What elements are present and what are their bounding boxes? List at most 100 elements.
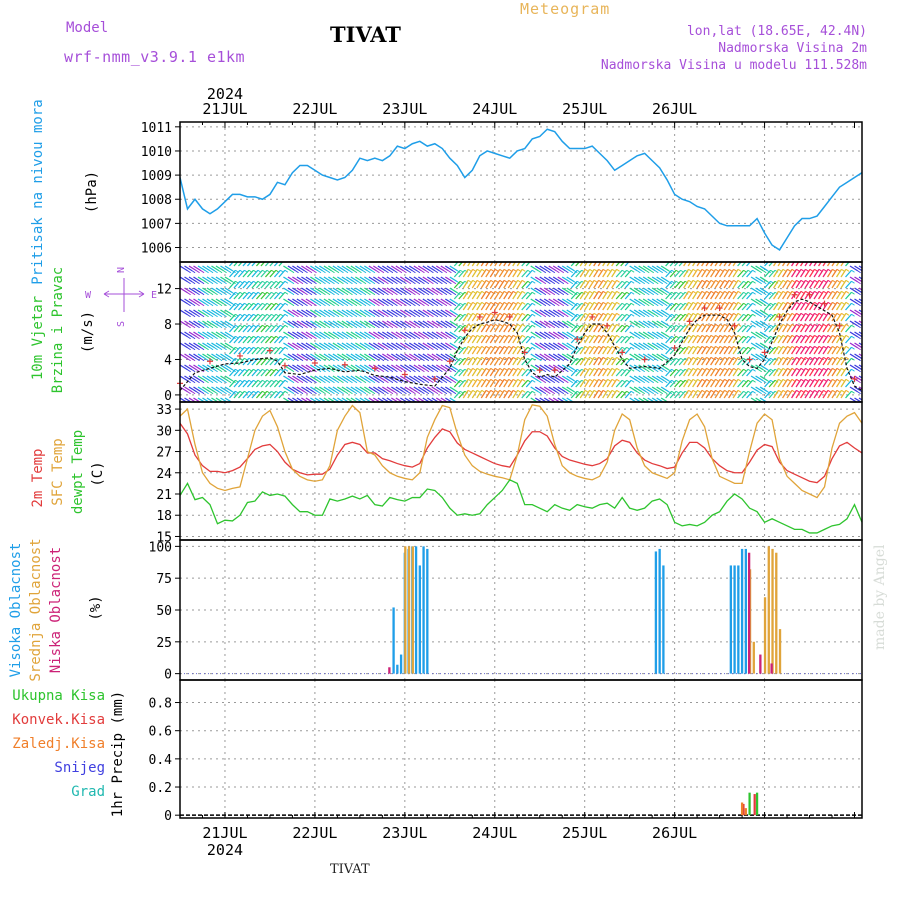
wind-barb-tick [335,325,340,329]
wind-barb-tick [299,303,304,307]
wind-barb [584,356,591,366]
wind-barb [467,367,474,377]
wind-barb [278,346,286,355]
wind-barb [377,265,386,272]
wind-barb-tick [796,367,800,371]
wind-barb [629,298,638,305]
wind-barb-tick [439,292,443,296]
wind-barb [328,331,337,338]
wind-barb-tick [425,336,430,340]
wind-barb-tick [758,391,762,395]
wind-barb-tick [317,270,322,274]
wind-barb [687,378,694,388]
wind-barb-tick [403,303,407,307]
wind-barb [638,375,647,382]
wind-barb-tick [616,378,620,382]
wind-barb-tick [218,314,223,318]
wind-gust-mark [589,313,596,320]
wind-barb-tick [800,334,805,338]
wind-barb [642,386,652,393]
wind-barb-tick [205,270,209,274]
wind-barb-tick [335,358,340,362]
wind-barb [750,364,760,371]
wind-barb [301,342,310,349]
wind-barb [593,378,600,388]
wind-barb-tick [593,312,598,316]
wind-barb-tick [737,323,742,327]
wind-barb-tick [867,381,870,383]
wind-barb [674,368,682,377]
wind-barb-tick [787,290,791,294]
wind-barb [696,301,703,311]
wind-barb [669,280,677,289]
wind-barb [773,290,780,300]
wind-barb-tick [380,336,385,340]
wind-barb-tick [737,378,742,382]
wind-barb-tick [416,336,421,340]
wind-barb [480,345,487,355]
wind-barb [611,268,618,278]
wind-barb [854,309,862,316]
wind-barb-tick [663,325,668,329]
wind-barb [602,301,609,311]
wind-barb [180,375,188,382]
wind-barb [651,309,661,316]
wind-barb [566,386,575,393]
wind-barb-tick [659,380,664,384]
wind-barb [530,342,539,349]
wind-barb [593,279,600,289]
wind-barb [305,298,314,305]
wind-barb [498,323,505,333]
wind-barb [193,265,202,272]
wind-barb-tick [398,358,403,362]
wind-barb-tick [349,403,352,405]
rain-conv-bar [753,794,756,816]
wind-barb [656,353,665,360]
wind-gust-mark [821,300,828,307]
wind-barb-tick [349,270,353,274]
wind-barb-tick [187,358,191,362]
wind-barb [602,378,609,388]
wind-barb [413,287,422,294]
wind-barb [822,367,829,377]
wind-barb [615,346,623,355]
temp-unit: (C) [90,461,106,486]
wind-barb [310,298,319,305]
wind-barb [350,353,359,360]
wind-barb [822,312,829,322]
wind-barb [287,375,296,382]
wind-barb [791,378,798,388]
wind-barb-tick [654,336,659,340]
wind-barb [278,291,286,300]
wind-barb [620,390,628,399]
wind-barb [346,353,355,360]
wind-barb [395,342,404,349]
wind-barb [507,268,514,278]
wind-barb-tick [472,323,477,327]
wind-barb [683,345,690,355]
wind-barb [341,364,350,371]
wind-barb [845,280,852,289]
wind-barb-tick [818,323,823,327]
wind-barb [723,279,730,289]
wind-barb [633,298,643,305]
wind-barb [683,389,690,399]
wind-gust-mark [806,291,813,298]
wind-barb-tick [394,303,398,307]
wind-barb [480,279,487,289]
wind-barb-tick [758,369,762,373]
wind-barb-tick [551,325,556,329]
wind-barb [242,368,250,377]
wind-barb-tick [719,345,724,349]
wind-barb-tick [434,314,439,318]
wind-barb-tick [399,403,402,405]
wind-gust-mark [836,322,843,329]
wind-barb-tick [472,378,477,382]
wind-barb-tick [719,279,724,283]
wind-barb [444,364,454,371]
wind-barb [813,356,820,366]
wind-barb-tick [818,334,823,338]
wind-barb [813,290,820,300]
wind-barb [665,313,673,322]
wind-barb [606,312,613,322]
